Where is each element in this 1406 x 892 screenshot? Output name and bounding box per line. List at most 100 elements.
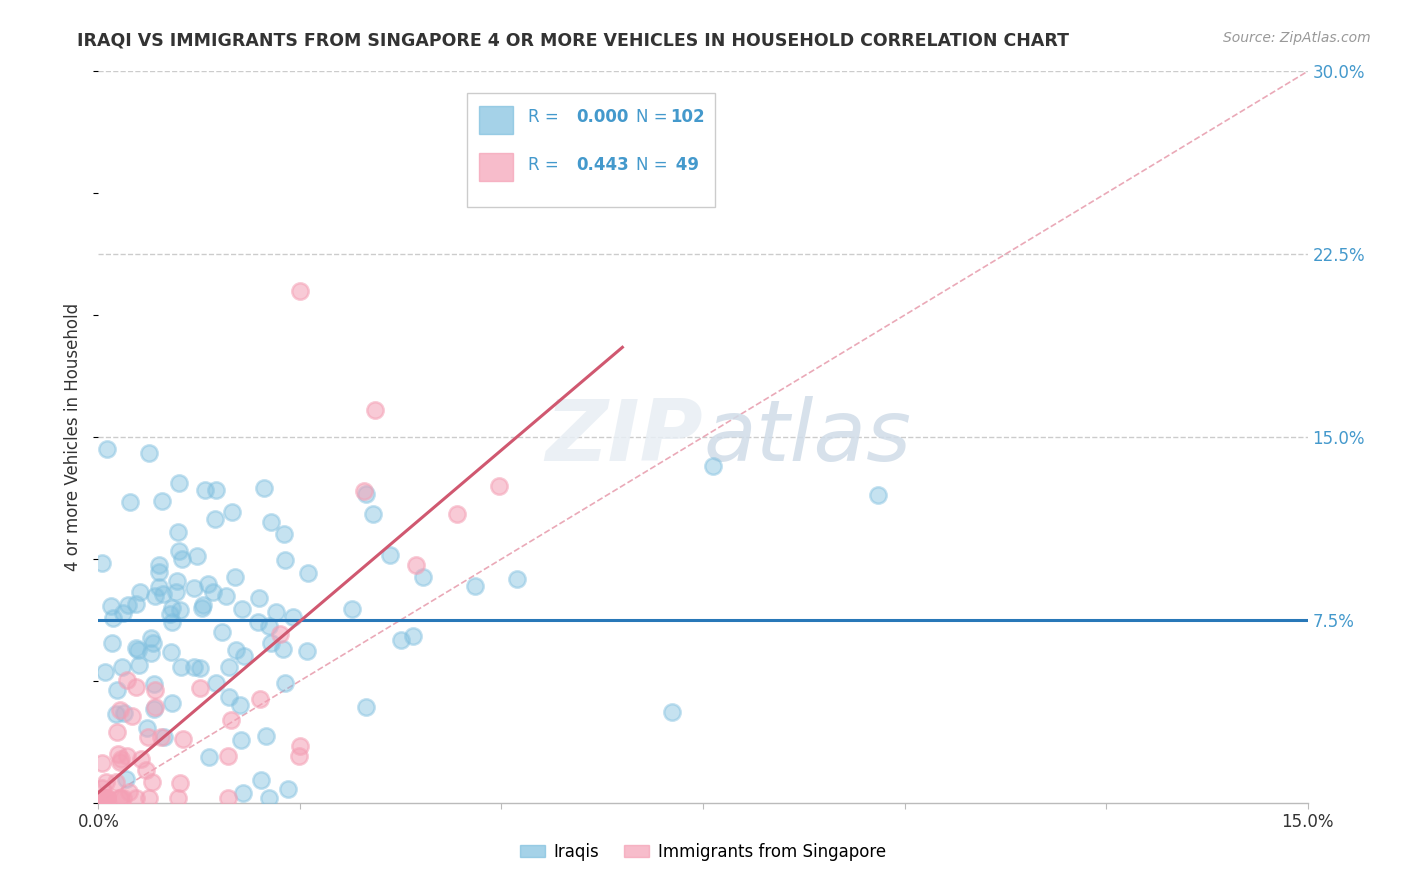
Point [159, 645, 181, 659]
Point [111, 606, 134, 620]
Point [218, 690, 240, 704]
Text: 49: 49 [671, 156, 699, 174]
Point [101, 636, 124, 650]
Point [165, 585, 187, 599]
Point [204, 512, 226, 526]
Point [354, 487, 377, 501]
Point [225, 643, 247, 657]
Point [661, 706, 683, 720]
Point [108, 791, 131, 805]
Point [115, 673, 138, 688]
Text: N =: N = [637, 109, 673, 127]
Point [412, 570, 434, 584]
Point [160, 601, 183, 615]
Point [506, 573, 529, 587]
Point [96, 791, 118, 805]
Text: R =: R = [527, 156, 564, 174]
Point [104, 775, 127, 789]
Point [96, 791, 118, 805]
Point [224, 570, 246, 584]
Point [149, 730, 172, 744]
Point [139, 631, 162, 645]
Point [260, 515, 283, 529]
Point [288, 748, 311, 763]
Point [170, 660, 193, 674]
Point [142, 636, 165, 650]
Point [274, 553, 297, 567]
Point [211, 625, 233, 640]
Point [100, 599, 122, 613]
Point [167, 524, 190, 539]
Point [150, 494, 173, 508]
Point [105, 683, 128, 698]
Point [129, 585, 152, 599]
FancyBboxPatch shape [467, 94, 716, 207]
Point [143, 683, 166, 698]
Point [353, 484, 375, 499]
Point [204, 676, 226, 690]
Point [197, 576, 219, 591]
Point [356, 700, 378, 714]
Point [277, 781, 299, 796]
Point [183, 660, 205, 674]
Point [259, 619, 281, 633]
Point [125, 641, 148, 656]
Point [148, 580, 170, 594]
Point [148, 566, 170, 580]
Point [125, 598, 148, 612]
Point [205, 483, 228, 497]
Point [125, 791, 148, 805]
Point [162, 697, 184, 711]
Point [221, 505, 243, 519]
Point [115, 772, 138, 786]
Bar [479, 106, 513, 134]
Point [866, 488, 889, 502]
Point [215, 589, 238, 603]
Point [342, 602, 364, 616]
Text: N =: N = [637, 156, 673, 174]
Point [110, 751, 132, 765]
Point [112, 791, 135, 805]
Point [167, 475, 190, 490]
Point [191, 600, 214, 615]
Point [143, 702, 166, 716]
Point [105, 725, 128, 739]
Point [257, 791, 280, 805]
Point [488, 478, 510, 492]
Point [138, 731, 160, 745]
Point [105, 706, 128, 721]
Point [201, 584, 224, 599]
Point [271, 641, 294, 656]
Point [166, 791, 188, 805]
Point [91, 791, 114, 805]
Point [125, 680, 148, 694]
Point [152, 730, 174, 744]
Point [91, 781, 114, 796]
Point [143, 589, 166, 603]
Point [169, 602, 191, 616]
Point [274, 675, 297, 690]
Point [117, 598, 139, 612]
Point [250, 773, 273, 788]
Legend: Iraqis, Immigrants from Singapore: Iraqis, Immigrants from Singapore [513, 837, 893, 868]
Point [112, 706, 135, 721]
Point [401, 630, 423, 644]
Point [295, 643, 318, 657]
Point [141, 646, 163, 660]
Point [167, 543, 190, 558]
Point [166, 574, 188, 588]
Point [111, 660, 134, 674]
Bar [479, 153, 513, 181]
Point [246, 615, 269, 630]
Point [96, 442, 118, 457]
Point [229, 698, 252, 712]
Point [91, 756, 114, 770]
Point [128, 658, 150, 673]
Point [260, 636, 283, 650]
Point [194, 483, 217, 498]
Point [138, 791, 160, 805]
Point [463, 578, 485, 592]
Point [136, 721, 159, 735]
Point [107, 747, 129, 761]
Point [172, 732, 194, 747]
